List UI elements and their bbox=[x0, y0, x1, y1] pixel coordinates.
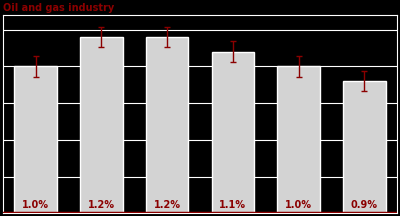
Bar bbox=[277, 66, 320, 213]
Text: 1.2%: 1.2% bbox=[88, 200, 115, 210]
Text: Oil and gas industry: Oil and gas industry bbox=[3, 3, 114, 13]
Bar bbox=[343, 81, 386, 213]
Text: 1.0%: 1.0% bbox=[22, 200, 49, 210]
Text: 1.0%: 1.0% bbox=[285, 200, 312, 210]
Bar bbox=[14, 66, 57, 213]
Bar bbox=[80, 37, 123, 213]
Bar bbox=[146, 37, 188, 213]
Bar bbox=[212, 52, 254, 213]
Text: 1.1%: 1.1% bbox=[219, 200, 246, 210]
Text: 1.2%: 1.2% bbox=[154, 200, 181, 210]
Text: 0.9%: 0.9% bbox=[351, 200, 378, 210]
